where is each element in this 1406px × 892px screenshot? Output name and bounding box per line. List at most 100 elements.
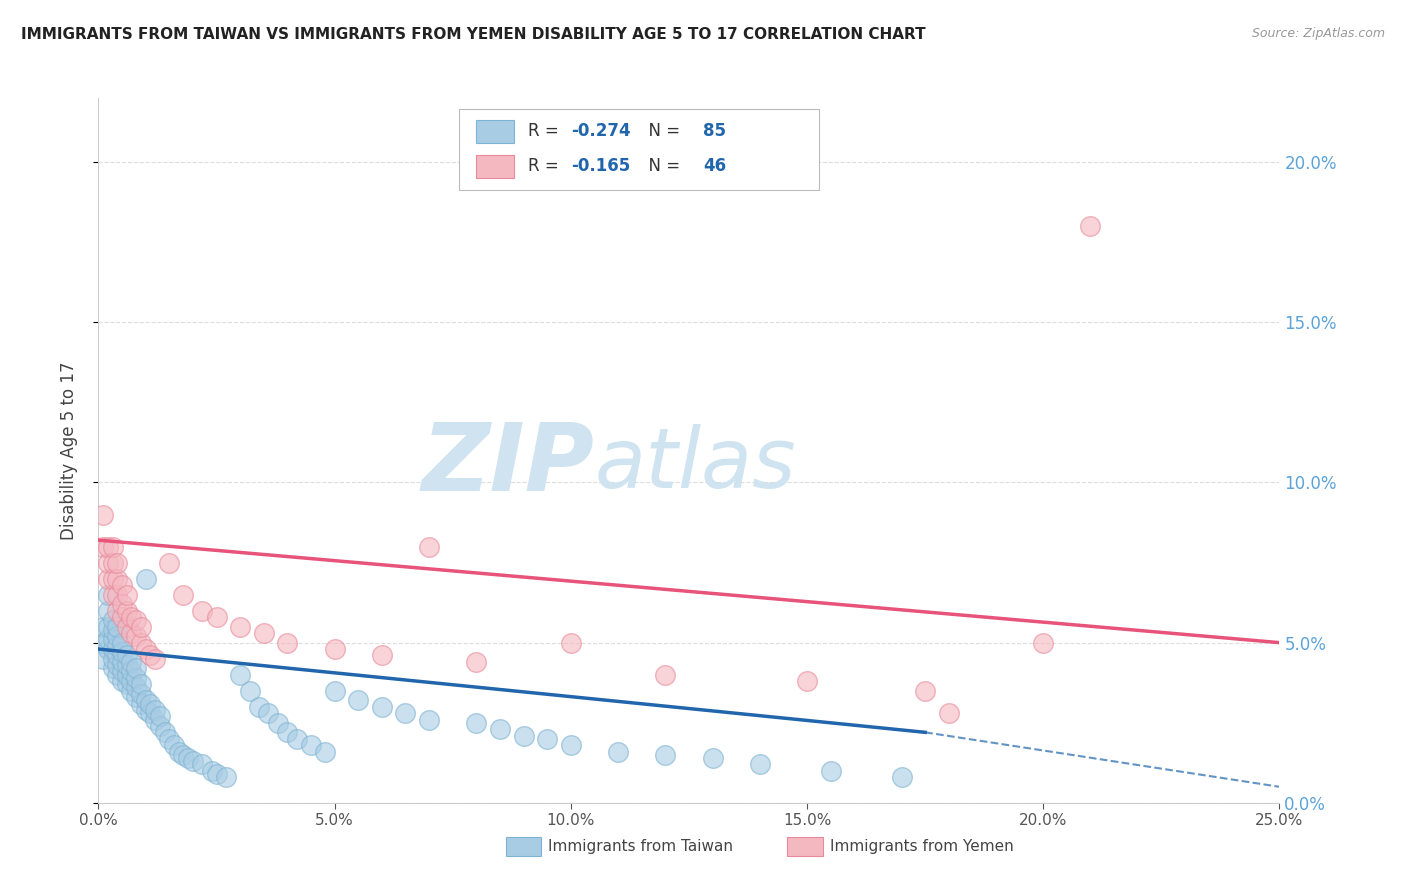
Point	[129, 697, 152, 711]
Point	[129, 635, 152, 649]
Point	[135, 572, 157, 586]
Point	[139, 648, 162, 663]
Point	[125, 629, 148, 643]
Point	[418, 713, 440, 727]
Text: atlas: atlas	[595, 424, 796, 505]
Point	[115, 667, 138, 681]
Point	[101, 632, 124, 647]
Point	[135, 703, 157, 717]
Point	[560, 738, 582, 752]
FancyBboxPatch shape	[477, 155, 515, 178]
Point	[125, 671, 148, 685]
Point	[115, 588, 138, 602]
Point	[125, 613, 148, 627]
Point	[111, 674, 134, 689]
Point	[229, 667, 252, 681]
Point	[257, 706, 280, 720]
Point	[1080, 219, 1102, 234]
Point	[890, 770, 912, 784]
Point	[101, 613, 124, 627]
Point	[371, 648, 394, 663]
Point	[914, 683, 936, 698]
Point	[139, 697, 162, 711]
Point	[139, 706, 162, 720]
Text: 85: 85	[703, 122, 725, 140]
Point	[177, 751, 200, 765]
Point	[163, 738, 186, 752]
Point	[654, 667, 676, 681]
Text: -0.274: -0.274	[571, 122, 630, 140]
Point	[205, 767, 228, 781]
Point	[121, 674, 143, 689]
Point	[129, 619, 152, 633]
Point	[157, 556, 180, 570]
Point	[115, 677, 138, 691]
Point	[91, 635, 114, 649]
Point	[748, 757, 770, 772]
Point	[97, 572, 120, 586]
Point	[149, 709, 172, 723]
Point	[101, 651, 124, 665]
Point	[299, 738, 322, 752]
Point	[101, 572, 124, 586]
Point	[121, 626, 143, 640]
Point	[125, 681, 148, 695]
Point	[512, 729, 534, 743]
Text: ZIP: ZIP	[422, 418, 595, 510]
Point	[111, 665, 134, 679]
FancyBboxPatch shape	[477, 120, 515, 143]
Point	[101, 556, 124, 570]
Point	[536, 731, 558, 746]
Point	[115, 619, 138, 633]
Point	[111, 655, 134, 669]
Point	[105, 639, 128, 653]
Point	[205, 610, 228, 624]
Point	[129, 677, 152, 691]
Text: N =: N =	[638, 122, 686, 140]
Point	[465, 655, 488, 669]
Point	[101, 623, 124, 637]
Text: Source: ZipAtlas.com: Source: ZipAtlas.com	[1251, 27, 1385, 40]
Point	[347, 693, 370, 707]
Point	[201, 764, 224, 778]
Point	[105, 604, 128, 618]
Point	[97, 642, 120, 657]
Point	[796, 674, 818, 689]
Point	[91, 540, 114, 554]
FancyBboxPatch shape	[458, 109, 818, 190]
Point	[191, 757, 214, 772]
Point	[105, 648, 128, 663]
Point	[418, 540, 440, 554]
Point	[105, 556, 128, 570]
Point	[111, 645, 134, 659]
Point	[135, 693, 157, 707]
Point	[115, 604, 138, 618]
Point	[276, 635, 298, 649]
Point	[253, 626, 276, 640]
Point	[105, 629, 128, 643]
Text: Immigrants from Taiwan: Immigrants from Taiwan	[548, 839, 734, 854]
Point	[229, 619, 252, 633]
Point	[465, 715, 488, 730]
Point	[121, 610, 143, 624]
Point	[607, 745, 630, 759]
Point	[91, 508, 114, 522]
Point	[267, 715, 290, 730]
Point	[111, 578, 134, 592]
Point	[323, 683, 346, 698]
Point	[121, 655, 143, 669]
Point	[314, 745, 336, 759]
Point	[101, 642, 124, 657]
Point	[105, 619, 128, 633]
Point	[125, 661, 148, 675]
Point	[143, 651, 166, 665]
Point	[489, 722, 512, 736]
Text: Immigrants from Yemen: Immigrants from Yemen	[830, 839, 1014, 854]
Y-axis label: Disability Age 5 to 17: Disability Age 5 to 17	[59, 361, 77, 540]
Point	[129, 687, 152, 701]
Point	[1032, 635, 1054, 649]
Point	[91, 619, 114, 633]
Point	[91, 651, 114, 665]
Point	[181, 754, 204, 768]
Point	[560, 635, 582, 649]
